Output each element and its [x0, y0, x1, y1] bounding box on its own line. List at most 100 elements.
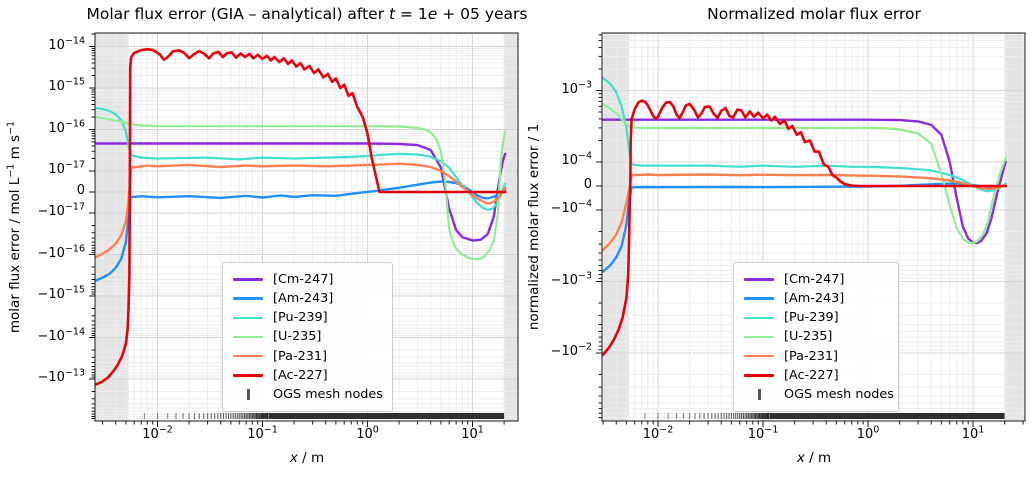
legend-line-sample [233, 335, 263, 339]
series-layer [602, 76, 1007, 357]
series-line-u235 [95, 115, 506, 261]
legend-line-sample [233, 354, 263, 358]
x-tick-label: 10−1 [247, 424, 278, 442]
series-line-pu239 [95, 106, 507, 211]
legend-line-sample [233, 278, 263, 281]
axes-frame [94, 32, 519, 422]
legend-row: [Ac-227] [233, 366, 382, 385]
legend-line-sample [744, 373, 774, 377]
legend-line-sample [744, 278, 774, 281]
y-tick-label: −10−3 [550, 270, 592, 288]
legend-row: [Pu-239] [744, 308, 888, 327]
y-tick-label: −10−15 [37, 284, 86, 302]
y-tick-label: −10−2 [550, 341, 592, 359]
x-tick-label: 10−2 [642, 424, 674, 442]
legend-label: [Pu-239] [784, 310, 839, 326]
left-plot-xaxis-label: x / m [290, 450, 324, 466]
legend-label: [Am-243] [273, 291, 334, 307]
left-plot-yaxis-label: molar flux error / mol L−1 m s−1 [5, 120, 24, 333]
axis-ticks [596, 34, 1024, 427]
legend-label: [Ac-227] [784, 367, 839, 383]
legend-label: [Pu-239] [273, 310, 328, 326]
y-tick-label: 10−14 [48, 35, 85, 53]
series-line-cm247 [602, 118, 1007, 245]
text-fragment: e [427, 5, 438, 23]
legend-line-sample [233, 316, 263, 320]
y-tick-label: −10−16 [37, 243, 86, 261]
legend-label: [Ac-227] [273, 367, 328, 383]
line-swatch [233, 316, 263, 320]
text-fragment: + 05 years [437, 5, 528, 23]
text-fragment: −1 [5, 163, 17, 178]
text-fragment: x [796, 450, 805, 466]
mesh-node-icon [246, 388, 250, 400]
x-tick-label: 101 [961, 424, 985, 442]
series-line-u235 [602, 102, 1007, 245]
x-tick-label: 10−2 [142, 424, 173, 442]
right-plot-title: Normalized molar flux error [707, 5, 921, 23]
line-swatch [233, 335, 263, 339]
legend-label: [Cm-247] [273, 272, 334, 287]
grid-minor [95, 33, 518, 421]
line-swatch [744, 373, 774, 377]
y-tick-label: 10−3 [561, 79, 592, 97]
text-fragment: Normalized molar flux error [707, 5, 921, 23]
y-tick-label: −10−13 [37, 367, 86, 385]
x-tick-label: 100 [856, 424, 880, 442]
legend-row: [Pa-231] [744, 347, 888, 366]
legend-row: [Pu-239] [233, 308, 382, 327]
mesh-node-icon [757, 388, 761, 400]
x-tick-label: 101 [461, 424, 484, 442]
legend-row: [Ac-227] [744, 366, 888, 385]
legend-line-sample [233, 373, 263, 377]
line-swatch [744, 354, 774, 358]
series-line-ac227 [602, 99, 1007, 357]
legend-row: OGS mesh nodes [744, 385, 894, 404]
legend-row: [Cm-247] [744, 270, 888, 289]
legend-label: [U-235] [273, 329, 322, 345]
y-tick-label: 10−4 [561, 150, 592, 168]
left-plot-title: Molar flux error (GIA – analytical) afte… [87, 5, 528, 23]
legend-label: [Cm-247] [784, 272, 845, 287]
line-swatch [744, 335, 774, 339]
legend-row: [Pa-231] [233, 347, 382, 366]
line-swatch [744, 316, 774, 320]
left-plot-legend: [Cm-247] [Am-243] [Pu-239] [U-235] [Pa-231] [… [222, 262, 393, 412]
y-tick-label: −10−17 [37, 201, 86, 219]
y-tick-label: 10−16 [48, 118, 85, 136]
legend-row: [Cm-247] [233, 270, 382, 289]
ogs-mesh-nodes [143, 413, 505, 419]
series-line-cm247 [95, 142, 507, 242]
series-line-am243 [95, 180, 507, 282]
legend-row: OGS mesh nodes [233, 385, 383, 404]
text-fragment: −1 [5, 120, 17, 135]
legend-row: [Am-243] [744, 289, 888, 308]
text-fragment: / m [804, 450, 832, 466]
text-fragment: / m [297, 450, 325, 466]
legend-row: [U-235] [233, 327, 382, 346]
line-swatch [233, 354, 263, 358]
line-swatch [744, 297, 774, 300]
legend-label: [Pa-231] [784, 348, 839, 364]
legend-label: [Am-243] [784, 291, 845, 307]
legend-line-sample [744, 297, 774, 300]
x-tick-label: 100 [356, 424, 379, 442]
legend-label: [Pa-231] [273, 348, 328, 364]
series-line-ac227 [95, 47, 507, 386]
legend-label: OGS mesh nodes [784, 386, 894, 402]
line-swatch [233, 278, 263, 281]
y-tick-label: 10−17 [48, 159, 85, 177]
legend-label: OGS mesh nodes [273, 386, 383, 402]
y-tick-label: −10−14 [37, 326, 86, 344]
legend-line-sample [744, 335, 774, 339]
line-swatch [233, 297, 263, 300]
plot-0 [89, 32, 519, 427]
shaded-band [1004, 33, 1025, 421]
legend-mesh-node-marker [744, 388, 774, 400]
axis-ticks [89, 33, 505, 427]
y-tick-label: 10−15 [48, 76, 85, 94]
y-tick-label: −10−4 [550, 198, 592, 216]
y-tick-label: 0 [76, 183, 85, 198]
